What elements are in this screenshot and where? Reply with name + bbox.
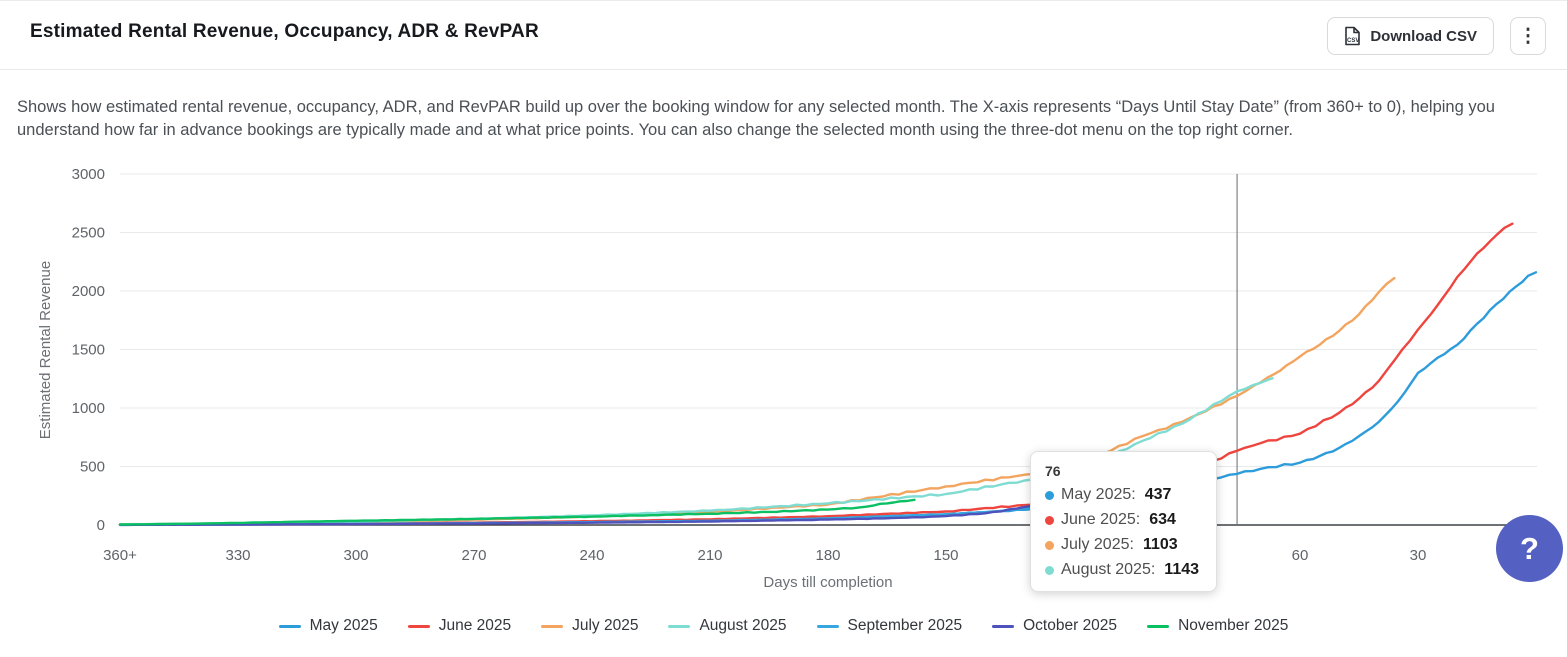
- series-dot-icon: [1045, 565, 1054, 575]
- x-tick-label: 150: [933, 547, 958, 564]
- legend-item-september-2025[interactable]: September 2025: [816, 617, 963, 635]
- revenue-buildup-line-chart[interactable]: 0 500 1000 1500 2000 2500 3000 360+ 330 300 270 240…: [0, 1, 1567, 601]
- download-csv-button[interactable]: CSV Download CSV: [1327, 17, 1494, 55]
- legend-item-october-2025[interactable]: October 2025: [992, 617, 1117, 635]
- legend-line-icon: [541, 624, 564, 628]
- tooltip-series-label: July 2025:: [1061, 536, 1134, 553]
- series-dot-icon: [1045, 490, 1054, 500]
- tooltip-series-value: 1143: [1164, 561, 1200, 578]
- series-dot-icon: [1045, 540, 1054, 550]
- x-tick-label: 30: [1410, 547, 1427, 564]
- x-tick-label: 270: [461, 547, 486, 564]
- series-dot-icon: [1045, 515, 1054, 525]
- card-header: Estimated Rental Revenue, Occupancy, ADR…: [0, 1, 1567, 70]
- y-tick-label: 1500: [72, 342, 105, 359]
- x-tick-label: 300: [343, 547, 368, 564]
- legend-line-icon: [278, 624, 301, 628]
- svg-text:CSV: CSV: [1347, 38, 1359, 44]
- y-tick-label: 2000: [72, 283, 105, 300]
- chart-legend: May 2025 June 2025 July 2025 August 2025 Sep…: [0, 613, 1567, 639]
- tooltip-series-label: May 2025:: [1061, 486, 1136, 503]
- series-line-november-2025: [118, 498, 916, 526]
- legend-label: July 2025: [572, 617, 639, 634]
- series-line-october-2025: [118, 504, 1034, 527]
- legend-label: May 2025: [309, 617, 378, 634]
- y-tick-label: 2500: [72, 225, 105, 242]
- x-tick-label: 60: [1292, 547, 1309, 564]
- help-button[interactable]: ?: [1496, 515, 1563, 582]
- tooltip-series-value: 437: [1144, 486, 1172, 503]
- y-tick-label: 500: [80, 459, 105, 476]
- legend-line-icon: [668, 624, 691, 628]
- y-tick-label: 3000: [72, 166, 105, 183]
- y-tick-label: 0: [97, 517, 105, 534]
- x-tick-label: 360+: [103, 547, 137, 564]
- chart-description: Shows how estimated rental revenue, occu…: [17, 98, 1495, 139]
- legend-item-june-2025[interactable]: June 2025: [407, 617, 512, 635]
- question-mark-icon: ?: [1520, 530, 1539, 566]
- tooltip-row: July 2025: 1103: [1045, 536, 1202, 554]
- y-axis-title: Estimated Rental Revenue: [37, 261, 54, 439]
- tooltip-series-label: June 2025:: [1061, 511, 1141, 528]
- kebab-menu-button[interactable]: ⋮: [1510, 17, 1546, 55]
- tooltip-row: May 2025: 437: [1045, 486, 1202, 504]
- download-csv-label: Download CSV: [1370, 27, 1477, 45]
- kebab-menu-icon: ⋮: [1518, 25, 1538, 47]
- x-axis-title: Days till completion: [763, 574, 892, 591]
- legend-item-july-2025[interactable]: July 2025: [541, 617, 638, 635]
- tooltip-series-label: August 2025:: [1061, 561, 1156, 578]
- legend-label: November 2025: [1178, 617, 1289, 634]
- series-line-may-2025: [118, 271, 1538, 526]
- csv-file-icon: CSV: [1345, 26, 1361, 46]
- legend-line-icon: [407, 624, 430, 628]
- legend-label: August 2025: [699, 617, 787, 634]
- page-title: Estimated Rental Revenue, Occupancy, ADR…: [30, 21, 539, 42]
- tooltip-day-header: 76: [1045, 463, 1061, 479]
- legend-label: October 2025: [1023, 617, 1118, 634]
- legend-label: September 2025: [847, 617, 963, 634]
- legend-line-icon: [992, 624, 1015, 628]
- x-tick-label: 210: [697, 547, 722, 564]
- legend-line-icon: [1147, 624, 1170, 628]
- x-tick-label: 240: [579, 547, 604, 564]
- series-line-september-2025: [118, 485, 1156, 526]
- series-line-june-2025: [118, 222, 1514, 526]
- legend-item-november-2025[interactable]: November 2025: [1147, 617, 1288, 635]
- tooltip-series-value: 1103: [1142, 536, 1178, 553]
- tooltip-row: August 2025: 1143: [1045, 561, 1202, 579]
- x-tick-label: 330: [225, 547, 250, 564]
- tooltip-series-value: 634: [1149, 511, 1176, 528]
- legend-item-august-2025[interactable]: August 2025: [668, 617, 787, 635]
- legend-item-may-2025[interactable]: May 2025: [278, 617, 378, 635]
- x-tick-label: 180: [815, 547, 840, 564]
- y-tick-label: 1000: [72, 400, 105, 417]
- tooltip-row: June 2025: 634: [1045, 511, 1202, 529]
- chart-tooltip: 76 May 2025: 437 June 2025: 634 July 2025:…: [1030, 451, 1217, 592]
- legend-label: June 2025: [438, 617, 512, 634]
- legend-line-icon: [816, 624, 839, 628]
